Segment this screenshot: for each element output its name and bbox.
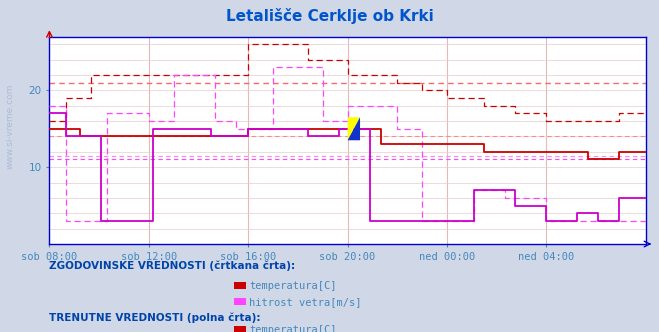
- Text: TRENUTNE VREDNOSTI (polna črta):: TRENUTNE VREDNOSTI (polna črta):: [49, 312, 261, 323]
- Text: www.si-vreme.com: www.si-vreme.com: [5, 83, 14, 169]
- Text: temperatura[C]: temperatura[C]: [249, 281, 337, 290]
- Text: temperatura[C]: temperatura[C]: [249, 325, 337, 332]
- Text: hitrost vetra[m/s]: hitrost vetra[m/s]: [249, 297, 362, 307]
- Text: ZGODOVINSKE VREDNOSTI (črtkana črta):: ZGODOVINSKE VREDNOSTI (črtkana črta):: [49, 261, 295, 271]
- Text: Letališče Cerklje ob Krki: Letališče Cerklje ob Krki: [225, 8, 434, 24]
- Polygon shape: [348, 117, 360, 140]
- Polygon shape: [348, 117, 360, 140]
